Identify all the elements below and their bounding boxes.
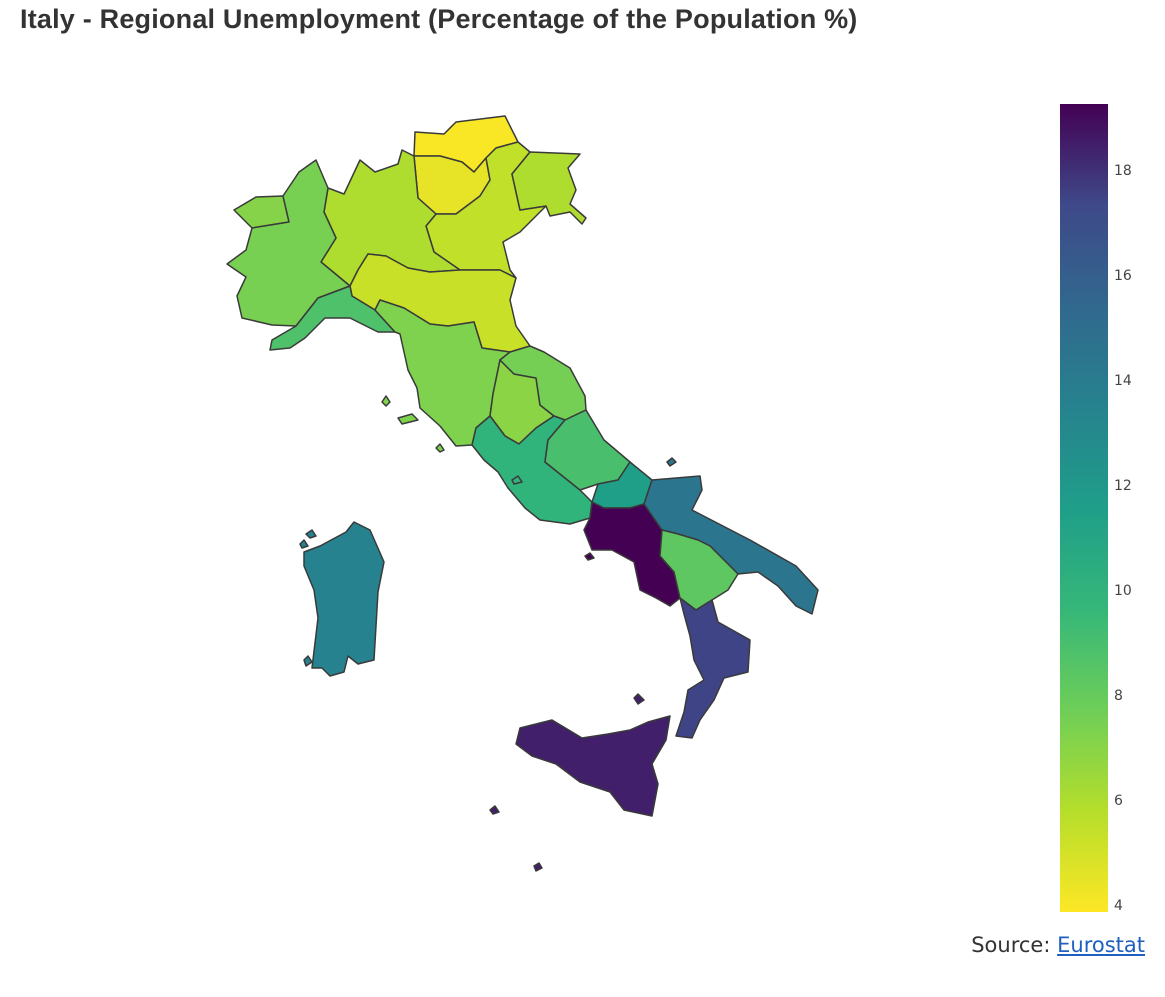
colorbar-tick-10: 10 <box>1114 582 1132 599</box>
region-basilicata[interactable]: Basilicata: 8.3% <box>659 529 739 611</box>
island-campania-5[interactable] <box>584 552 595 561</box>
colorbar-tick-6: 6 <box>1114 792 1123 809</box>
region-sardegna[interactable]: Sardegna: 13.5% <box>303 521 385 677</box>
island-toscana-0[interactable] <box>381 395 391 407</box>
colorbar <box>1060 104 1108 912</box>
island-sardegna-8[interactable] <box>303 655 313 667</box>
source-link[interactable]: Eurostat <box>1057 933 1145 957</box>
source-attribution: Source: Eurostat <box>971 933 1145 957</box>
colorbar-tick-18: 18 <box>1114 163 1132 180</box>
island-toscana-2[interactable] <box>435 443 445 453</box>
colorbar-tick-12: 12 <box>1114 478 1132 494</box>
island-sardegna-7[interactable] <box>299 539 309 549</box>
island-sicilia-11[interactable] <box>533 862 543 872</box>
colorbar-tick-16: 16 <box>1114 268 1132 285</box>
island-sardegna-6[interactable] <box>305 529 317 539</box>
colorbar-gradient <box>1060 104 1108 912</box>
colorbar-tick-4: 4 <box>1114 897 1123 914</box>
region-campania[interactable]: Campania: 19.3% <box>583 501 681 607</box>
island-sicilia-10[interactable] <box>489 805 500 815</box>
map-title: Italy - Regional Unemployment (Percentag… <box>20 4 858 34</box>
region-calabria[interactable]: Calabria: 17.5% <box>675 597 751 739</box>
island-sicilia-9[interactable] <box>633 693 645 705</box>
colorbar-tick-8: 8 <box>1114 687 1123 704</box>
island-puglia-4[interactable] <box>666 457 677 467</box>
region-sicilia[interactable]: Sicilia: 18.5% <box>515 715 671 817</box>
region-friuli-venezia-giulia[interactable]: Friuli-Venezia Giulia: 6% <box>511 151 587 225</box>
source-label: Source: <box>971 933 1058 957</box>
island-lazio-3[interactable] <box>511 475 523 485</box>
colorbar-tick-14: 14 <box>1114 373 1132 390</box>
island-toscana-1[interactable] <box>397 413 419 425</box>
